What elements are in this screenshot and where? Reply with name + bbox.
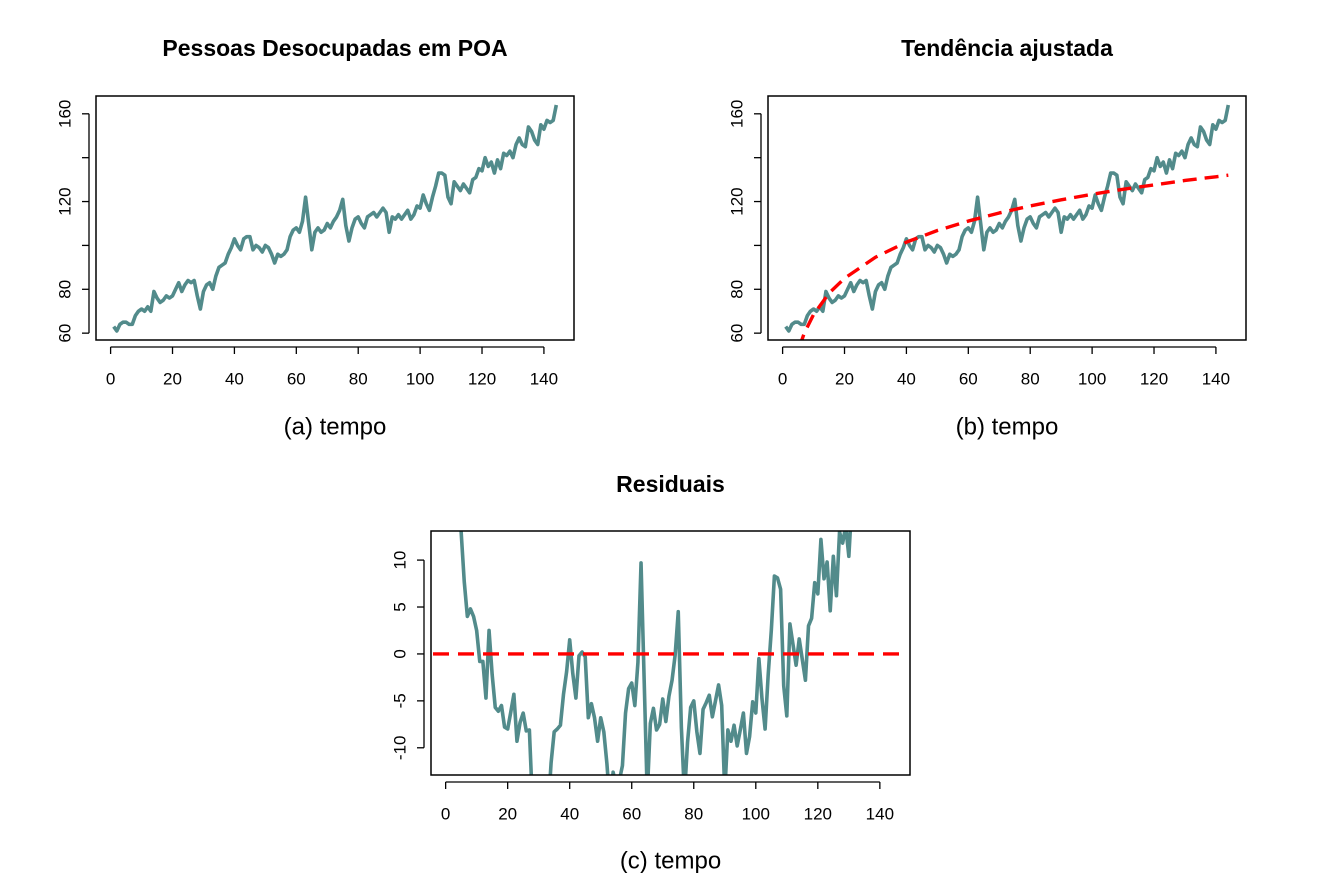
y-tick-label: 10 (390, 551, 409, 570)
x-tick-label: 120 (804, 804, 832, 823)
plot-area (433, 531, 900, 775)
x-tick-label: 140 (866, 804, 894, 823)
plot-frame (95, 95, 575, 341)
x-axis-label: (b) tempo (956, 413, 1059, 440)
x-tick-label: 80 (684, 804, 703, 823)
series-line (459, 531, 853, 775)
x-tick-label: 40 (897, 369, 916, 388)
plot-area (112, 104, 559, 333)
x-tick-label: 140 (530, 369, 558, 388)
y-tick-label: 160 (55, 100, 74, 128)
y-tick-label: -5 (390, 693, 409, 708)
series-line (112, 104, 559, 333)
x-tick-label: 0 (106, 369, 115, 388)
x-tick-label: 80 (349, 369, 368, 388)
x-tick-label: 100 (742, 804, 770, 823)
x-tick-label: 100 (1078, 369, 1106, 388)
y-tick-label: 60 (55, 324, 74, 343)
y-tick-label: 160 (727, 100, 746, 128)
chart-title: Tendência ajustada (901, 35, 1113, 61)
plot-frame (767, 95, 1247, 341)
y-tick-label: 0 (390, 649, 409, 658)
chart-title: Residuais (616, 471, 725, 497)
x-tick-label: 140 (1202, 369, 1230, 388)
x-tick-label: 20 (835, 369, 854, 388)
x-tick-label: 100 (406, 369, 434, 388)
y-tick-label: 60 (727, 324, 746, 343)
x-tick-label: 40 (560, 804, 579, 823)
series-line (784, 104, 1231, 333)
x-tick-label: 80 (1021, 369, 1040, 388)
x-axis-label: (c) tempo (620, 847, 721, 873)
x-tick-label: 60 (959, 369, 978, 388)
x-tick-label: 0 (441, 804, 450, 823)
y-tick-label: 5 (390, 602, 409, 611)
x-tick-label: 0 (778, 369, 787, 388)
x-tick-label: 40 (225, 369, 244, 388)
y-tick-label: 80 (727, 280, 746, 299)
x-tick-label: 120 (468, 369, 496, 388)
plot-frame (430, 530, 911, 776)
x-tick-label: 60 (287, 369, 306, 388)
plot-area (784, 104, 1231, 340)
x-tick-label: 20 (163, 369, 182, 388)
x-tick-label: 60 (622, 804, 641, 823)
y-tick-label: 80 (55, 280, 74, 299)
panel: Tendência ajustada (b) tempo 0 20 40 60 80 100 1… (727, 35, 1247, 440)
chart-title: Pessoas Desocupadas em POA (162, 35, 507, 61)
x-axis-label: (a) tempo (284, 413, 387, 440)
x-tick-label: 120 (1140, 369, 1168, 388)
y-tick-label: 120 (727, 187, 746, 215)
y-tick-label: 120 (55, 187, 74, 215)
trend-line (800, 173, 1229, 340)
x-tick-label: 20 (498, 804, 517, 823)
y-tick-label: -10 (390, 735, 409, 760)
panel: Pessoas Desocupadas em POA (a) tempo 0 20 40… (55, 35, 575, 440)
